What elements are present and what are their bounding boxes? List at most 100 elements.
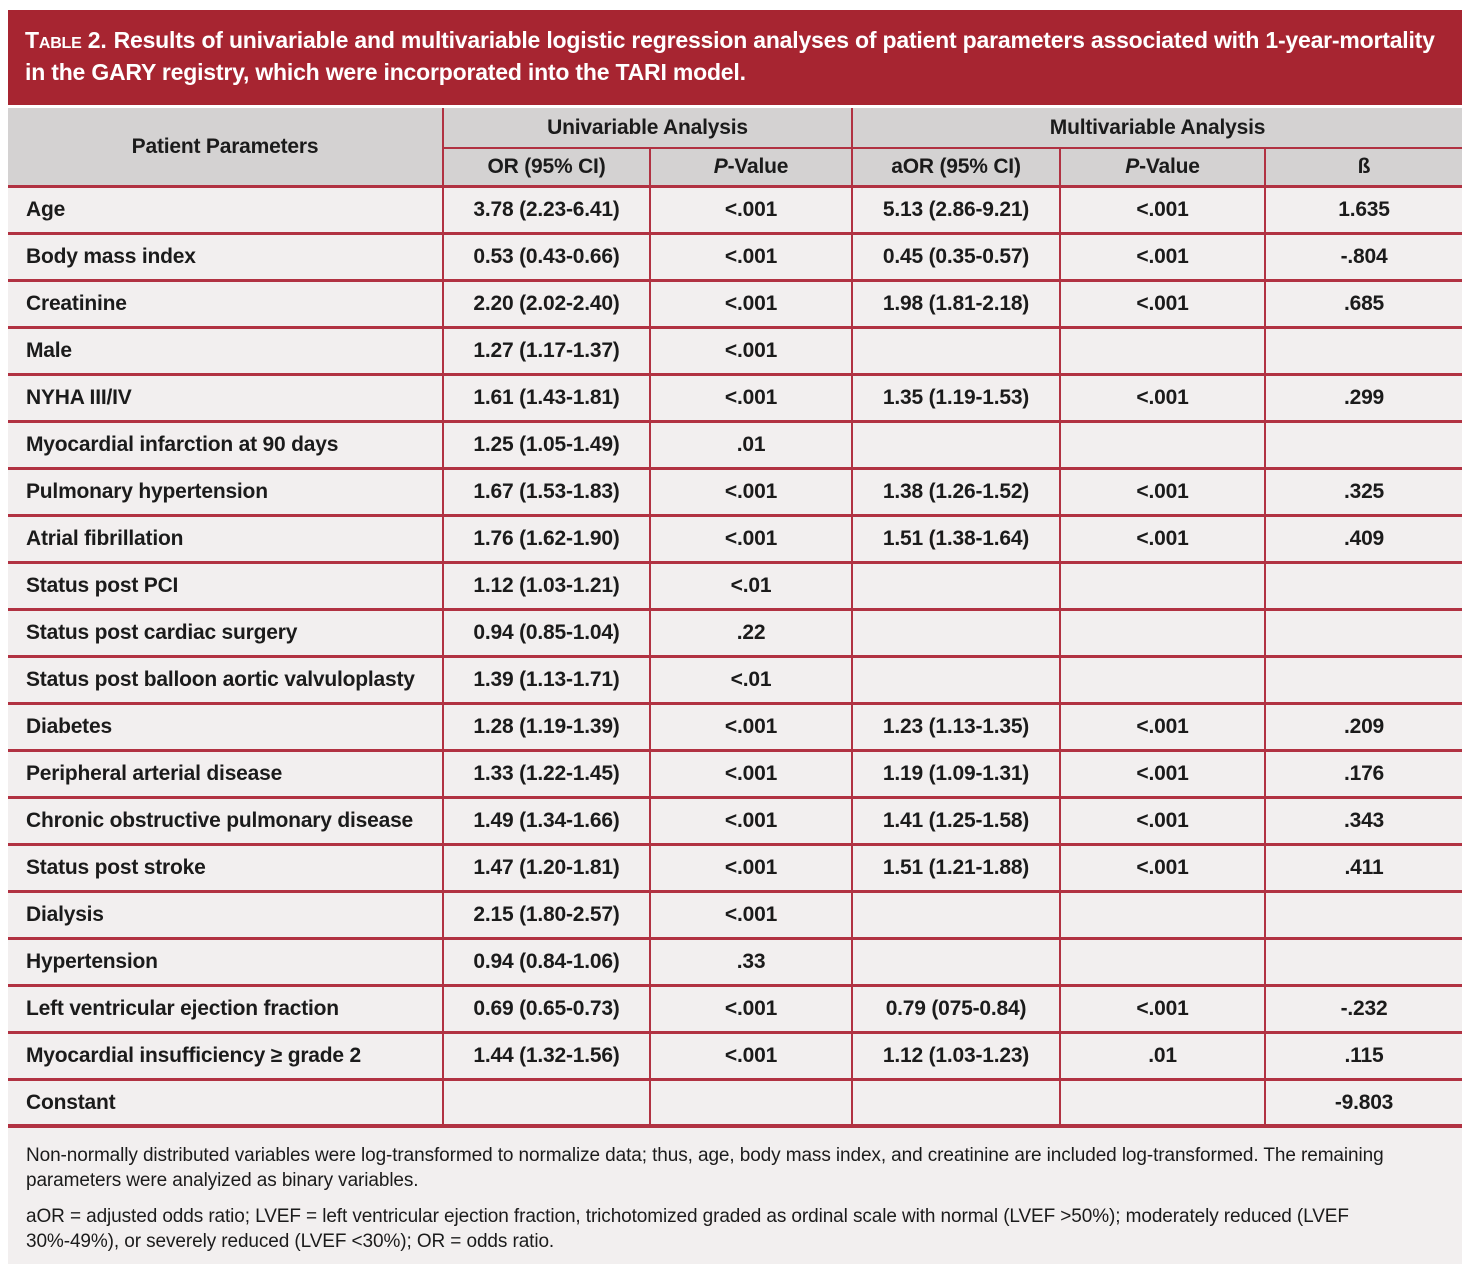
col-header-or-ci: OR (95% CI) bbox=[443, 147, 651, 188]
table-row: NYHA III/IV 1.61 (1.43-1.81) <.001 1.35 … bbox=[8, 372, 1462, 423]
cell-uni-or: 2.20 (2.02-2.40) bbox=[442, 278, 651, 329]
cell-beta: .685 bbox=[1264, 278, 1462, 329]
cell-beta: -.804 bbox=[1264, 231, 1462, 282]
table-row: Status post stroke 1.47 (1.20-1.81) <.00… bbox=[8, 842, 1462, 893]
cell-parameter: Dialysis bbox=[8, 889, 444, 940]
cell-uni-or bbox=[442, 1077, 651, 1129]
cell-uni-or: 1.44 (1.32-1.56) bbox=[442, 1030, 651, 1081]
cell-multi-aor: 1.19 (1.09-1.31) bbox=[851, 748, 1061, 799]
cell-beta bbox=[1264, 936, 1462, 987]
table-row: Body mass index 0.53 (0.43-0.66) <.001 0… bbox=[8, 231, 1462, 282]
cell-multi-p-value bbox=[1059, 654, 1266, 705]
cell-uni-p-value: <.001 bbox=[649, 184, 853, 235]
footnote-abbreviations: aOR = adjusted odds ratio; LVEF = left v… bbox=[26, 1205, 1349, 1252]
cell-parameter: Left ventricular ejection fraction bbox=[8, 983, 444, 1034]
col-header-beta: ß bbox=[1264, 147, 1462, 188]
cell-multi-p-value: <.001 bbox=[1059, 372, 1266, 423]
cell-multi-aor: 1.38 (1.26-1.52) bbox=[851, 466, 1061, 517]
cell-uni-p-value: <.01 bbox=[649, 654, 853, 705]
table-row: Left ventricular ejection fraction 0.69 … bbox=[8, 983, 1462, 1034]
table-number: Table 2. bbox=[25, 27, 107, 53]
cell-parameter: Diabetes bbox=[8, 701, 444, 752]
cell-multi-aor bbox=[851, 325, 1061, 376]
cell-multi-aor: 1.98 (1.81-2.18) bbox=[851, 278, 1061, 329]
cell-multi-p-value bbox=[1059, 889, 1266, 940]
table-title: Table 2. Results of univariable and multi… bbox=[8, 10, 1462, 106]
table-row: Dialysis 2.15 (1.80-2.57) <.001 bbox=[8, 889, 1462, 940]
cell-beta: -.232 bbox=[1264, 983, 1462, 1034]
table-row: Pulmonary hypertension 1.67 (1.53-1.83) … bbox=[8, 466, 1462, 517]
p-value-rest: -Value bbox=[727, 155, 789, 179]
cell-uni-p-value: .01 bbox=[649, 419, 853, 470]
cell-parameter: Creatinine bbox=[8, 278, 444, 329]
table-row: Status post cardiac surgery 0.94 (0.85-1… bbox=[8, 607, 1462, 658]
cell-multi-aor bbox=[851, 419, 1061, 470]
cell-beta: .409 bbox=[1264, 513, 1462, 564]
cell-uni-p-value: <.001 bbox=[649, 513, 853, 564]
cell-multi-aor: 1.12 (1.03-1.23) bbox=[851, 1030, 1061, 1081]
cell-beta: .325 bbox=[1264, 466, 1462, 517]
cell-multi-p-value: <.001 bbox=[1059, 748, 1266, 799]
cell-multi-p-value bbox=[1059, 1077, 1266, 1129]
cell-parameter: Status post PCI bbox=[8, 560, 444, 611]
cell-multi-aor bbox=[851, 560, 1061, 611]
cell-uni-p-value: <.001 bbox=[649, 795, 853, 846]
cell-parameter: Myocardial insufficiency ≥ grade 2 bbox=[8, 1030, 444, 1081]
cell-multi-p-value: <.001 bbox=[1059, 701, 1266, 752]
cell-uni-p-value: <.001 bbox=[649, 325, 853, 376]
cell-parameter: Pulmonary hypertension bbox=[8, 466, 444, 517]
cell-multi-aor bbox=[851, 607, 1061, 658]
cell-uni-or: 0.94 (0.85-1.04) bbox=[442, 607, 651, 658]
cell-uni-or: 1.61 (1.43-1.81) bbox=[442, 372, 651, 423]
cell-uni-or: 0.53 (0.43-0.66) bbox=[442, 231, 651, 282]
cell-uni-p-value: <.001 bbox=[649, 889, 853, 940]
cell-parameter: Myocardial infarction at 90 days bbox=[8, 419, 444, 470]
table-row: Diabetes 1.28 (1.19-1.39) <.001 1.23 (1.… bbox=[8, 701, 1462, 752]
cell-multi-p-value: <.001 bbox=[1059, 231, 1266, 282]
cell-multi-aor bbox=[851, 936, 1061, 987]
table-row: Hypertension 0.94 (0.84-1.06) .33 bbox=[8, 936, 1462, 987]
cell-uni-or: 3.78 (2.23-6.41) bbox=[442, 184, 651, 235]
cell-beta bbox=[1264, 560, 1462, 611]
cell-uni-or: 0.94 (0.84-1.06) bbox=[442, 936, 651, 987]
col-header-multivariable-analysis: Multivariable Analysis bbox=[851, 108, 1462, 150]
cell-parameter: Hypertension bbox=[8, 936, 444, 987]
cell-parameter: Age bbox=[8, 184, 444, 235]
cell-beta bbox=[1264, 889, 1462, 940]
cell-uni-p-value: <.001 bbox=[649, 466, 853, 517]
cell-uni-p-value: .22 bbox=[649, 607, 853, 658]
table-row: Constant -9.803 bbox=[8, 1077, 1462, 1129]
p-value-italic-p: P bbox=[713, 155, 728, 179]
cell-multi-p-value: <.001 bbox=[1059, 466, 1266, 517]
cell-uni-p-value: .33 bbox=[649, 936, 853, 987]
cell-parameter: Male bbox=[8, 325, 444, 376]
cell-uni-p-value bbox=[649, 1077, 853, 1129]
p-value-rest: -Value bbox=[1139, 155, 1200, 179]
cell-beta: .299 bbox=[1264, 372, 1462, 423]
table-row: Chronic obstructive pulmonary disease 1.… bbox=[8, 795, 1462, 846]
cell-multi-aor bbox=[851, 889, 1061, 940]
table-row: Status post balloon aortic valvuloplasty… bbox=[8, 654, 1462, 705]
cell-beta: .209 bbox=[1264, 701, 1462, 752]
cell-beta: .411 bbox=[1264, 842, 1462, 893]
table-row: Age 3.78 (2.23-6.41) <.001 5.13 (2.86-9.… bbox=[8, 184, 1462, 235]
table-row: Creatinine 2.20 (2.02-2.40) <.001 1.98 (… bbox=[8, 278, 1462, 329]
cell-uni-p-value: <.001 bbox=[649, 278, 853, 329]
table-title-text: Results of univariable and multivariable… bbox=[25, 27, 1435, 85]
cell-parameter: Body mass index bbox=[8, 231, 444, 282]
table-row: Status post PCI 1.12 (1.03-1.21) <.01 bbox=[8, 560, 1462, 611]
cell-multi-p-value bbox=[1059, 560, 1266, 611]
cell-beta bbox=[1264, 325, 1462, 376]
cell-multi-p-value bbox=[1059, 607, 1266, 658]
cell-uni-p-value: <.001 bbox=[649, 1030, 853, 1081]
cell-uni-p-value: <.001 bbox=[649, 701, 853, 752]
cell-uni-p-value: <.001 bbox=[649, 372, 853, 423]
cell-beta: .115 bbox=[1264, 1030, 1462, 1081]
cell-multi-p-value bbox=[1059, 325, 1266, 376]
cell-multi-p-value: <.001 bbox=[1059, 842, 1266, 893]
cell-beta bbox=[1264, 654, 1462, 705]
cell-multi-p-value: <.001 bbox=[1059, 184, 1266, 235]
table-footnotes: Non-normally distributed variables were … bbox=[8, 1128, 1462, 1264]
cell-multi-p-value: <.001 bbox=[1059, 513, 1266, 564]
cell-multi-aor: 0.79 (075-0.84) bbox=[851, 983, 1061, 1034]
